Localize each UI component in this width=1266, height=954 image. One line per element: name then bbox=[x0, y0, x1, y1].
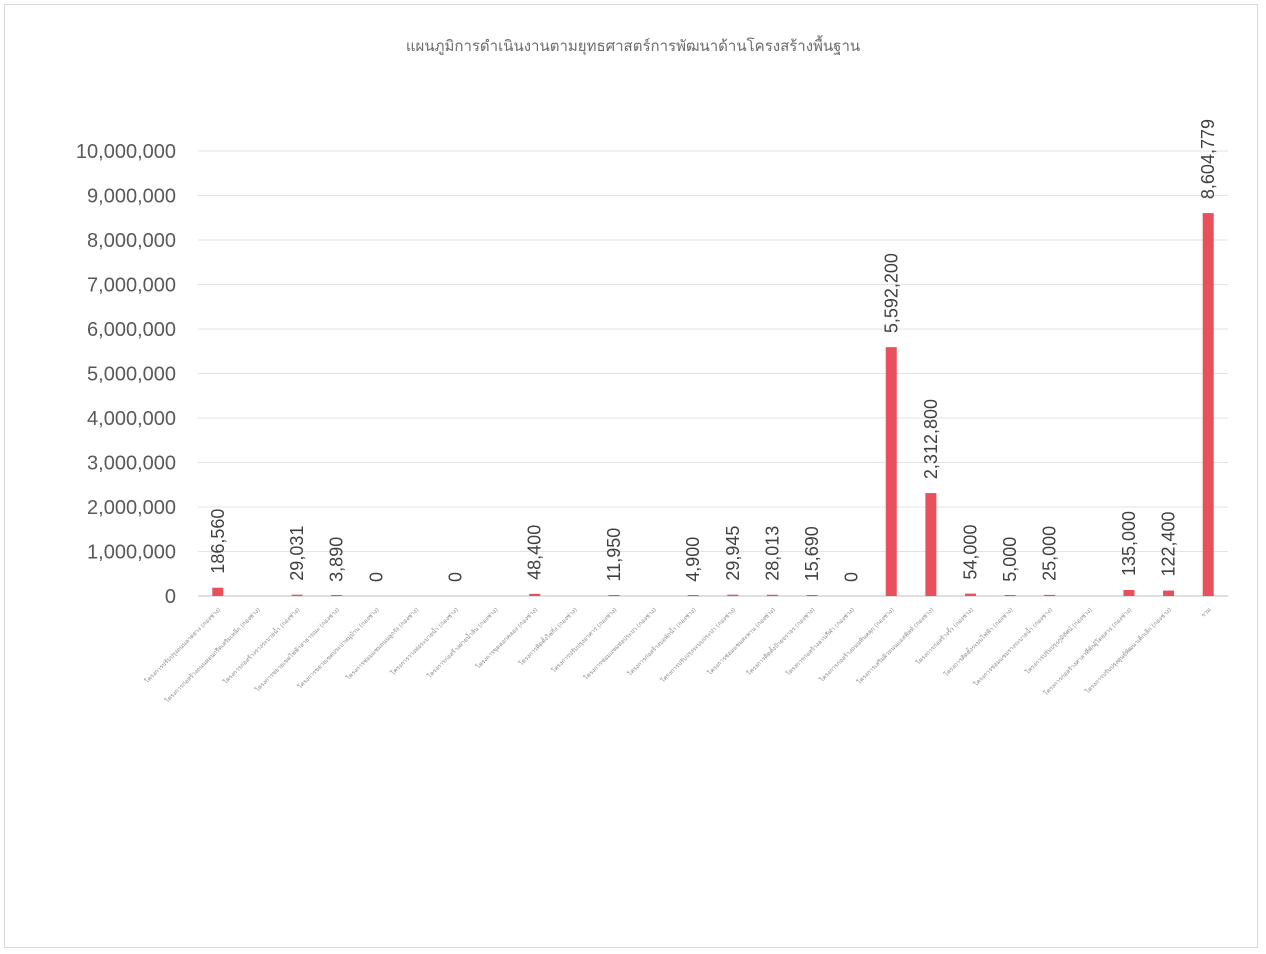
x-category-label: โครงการขยายเขตประปาหมู่บ้าน (กองช่าง) bbox=[296, 606, 381, 691]
data-label: 2,312,800 bbox=[921, 399, 941, 479]
x-category-label: โครงการวางท่อระบายน้ำ (กองช่าง) bbox=[387, 604, 460, 677]
bar bbox=[331, 595, 343, 596]
y-tick-label: 1,000,000 bbox=[87, 542, 176, 564]
data-label: 5,592,200 bbox=[881, 253, 901, 333]
data-label: 122,400 bbox=[1159, 511, 1179, 576]
x-category-label: โครงการติดตั้งระบบไฟฟ้า (กองช่าง) bbox=[941, 604, 1015, 678]
bar bbox=[925, 493, 937, 596]
x-category-label: โครงการก่อสร้างบ่อพักน้ำ (กองช่าง) bbox=[624, 604, 697, 677]
x-category-label: โครงการปรับปรุงระบบประปา (กองช่าง) bbox=[659, 606, 738, 685]
data-label: 25,000 bbox=[1040, 526, 1060, 581]
x-category-label: โครงการก่อสร้างรางระบายน้ำ (กองช่าง) bbox=[220, 604, 302, 686]
data-label: 15,690 bbox=[802, 526, 822, 581]
y-tick-label: 5,000,000 bbox=[87, 364, 176, 386]
x-category-label: โครงการซ่อมแซมรางระบายน้ำ (กองช่าง) bbox=[970, 604, 1054, 688]
data-label: 28,013 bbox=[762, 526, 782, 581]
bar bbox=[529, 593, 541, 596]
chart-frame bbox=[4, 4, 1258, 948]
data-label: 29,945 bbox=[723, 526, 743, 581]
y-tick-label: 8,000,000 bbox=[87, 230, 176, 252]
bar bbox=[608, 595, 620, 596]
x-category-label: โครงการซ่อมแซมถนนลูกรัง (กองช่าง) bbox=[344, 606, 420, 682]
chart-title: แผนภูมิการดำเนินงานตามยุทธศาสตร์การพัฒนา… bbox=[405, 37, 861, 55]
x-category-label: โครงการก่อสร้างฝายน้ำล้น (กองช่าง) bbox=[424, 604, 500, 680]
data-label: 11,950 bbox=[604, 528, 624, 582]
x-category-label: โครงการก่อสร้างถนนหินคลุก (กองช่าง) bbox=[818, 606, 896, 684]
x-category-label: โครงการติดตั้งป้ายจราจร (กองช่าง) bbox=[744, 604, 817, 677]
bar bbox=[1123, 589, 1135, 596]
bar bbox=[727, 594, 739, 596]
x-category-label: โครงการซ่อมแซมสะพาน (กองช่าง) bbox=[706, 606, 777, 677]
x-category-label: โครงการก่อสร้างศาลาที่พักผู้โดยสาร (กองช… bbox=[1042, 606, 1133, 697]
y-tick-label: 4,000,000 bbox=[87, 408, 176, 430]
bar bbox=[885, 347, 897, 596]
y-tick-label: 0 bbox=[165, 586, 176, 608]
data-label: 0 bbox=[842, 572, 862, 582]
bar bbox=[687, 595, 699, 596]
x-category-label: โครงการปรับปรุงอาคาร (กองช่าง) bbox=[550, 606, 619, 675]
data-label: 5,000 bbox=[1000, 537, 1020, 582]
y-tick-label: 3,000,000 bbox=[87, 453, 176, 475]
data-label: 4,900 bbox=[683, 537, 703, 582]
bar bbox=[212, 587, 224, 596]
x-category-label: โครงการก่อสร้างลานกีฬา (กองช่าง) bbox=[784, 606, 856, 678]
y-tick-label: 10,000,000 bbox=[76, 141, 176, 163]
x-category-label: โครงการขยายเขตไฟฟ้าสาธารณะ (กองช่าง) bbox=[253, 606, 341, 694]
data-label: 48,400 bbox=[525, 525, 545, 580]
bar bbox=[1163, 590, 1175, 596]
y-tick-label: 2,000,000 bbox=[87, 497, 176, 519]
bar bbox=[1202, 213, 1214, 596]
x-category-label: โครงการปรับปรุงภูมิทัศน์ (กองช่าง) bbox=[1024, 606, 1094, 676]
bar bbox=[1004, 595, 1016, 596]
data-label: 135,000 bbox=[1119, 511, 1139, 576]
y-tick-label: 9,000,000 bbox=[87, 186, 176, 208]
x-category-label: โครงการขุดลอกคลอง (กองช่าง) bbox=[474, 606, 539, 671]
x-category-label: รวม bbox=[1200, 606, 1212, 618]
x-category-label: โครงการปรับปรุงศูนย์พัฒนาเด็กเล็ก (กองช่… bbox=[1083, 605, 1173, 695]
bar bbox=[806, 595, 818, 596]
x-category-label: โครงการซ่อมแซมท่อประปา (กองช่าง) bbox=[582, 606, 658, 682]
y-tick-label: 7,000,000 bbox=[87, 275, 176, 297]
bar bbox=[1044, 594, 1056, 596]
data-label: 54,000 bbox=[961, 525, 981, 580]
bar bbox=[965, 593, 976, 596]
data-label: 0 bbox=[366, 572, 386, 582]
x-category-label: โครงการปรับปรุงถนนลาดยาง (กองช่าง) bbox=[143, 606, 222, 685]
data-label: 3,890 bbox=[327, 537, 347, 582]
y-tick-label: 6,000,000 bbox=[87, 319, 176, 341]
data-label: 0 bbox=[446, 572, 466, 582]
data-label: 29,031 bbox=[287, 526, 307, 581]
data-label: 186,560 bbox=[208, 509, 228, 574]
x-category-label: โครงการเสริมผิวถนนแอสฟัลท์ (กองช่าง) bbox=[855, 606, 935, 686]
bar bbox=[291, 594, 303, 596]
data-label: 8,604,779 bbox=[1198, 119, 1218, 199]
bar bbox=[766, 594, 778, 596]
